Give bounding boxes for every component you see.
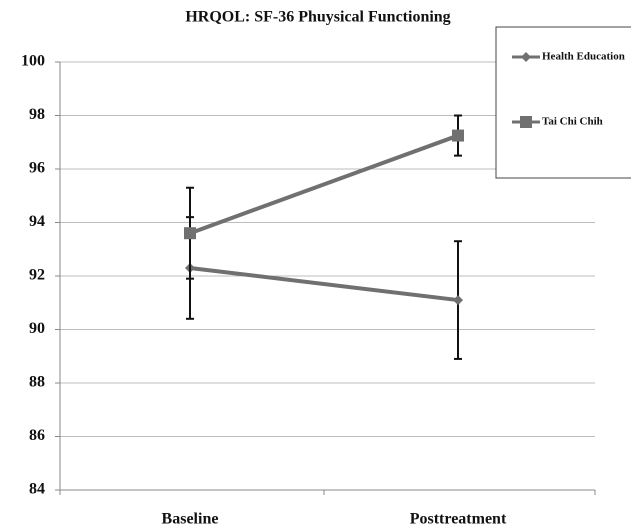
y-tick-label: 84 — [29, 481, 45, 498]
marker — [520, 116, 532, 128]
y-tick-label: 96 — [29, 160, 45, 177]
x-tick-label: Baseline — [162, 511, 219, 528]
y-tick-label: 86 — [29, 427, 45, 444]
marker — [521, 52, 531, 62]
series-line — [189, 133, 459, 236]
x-tick-label: Posttreatment — [410, 511, 507, 528]
legend-label: Health Education — [542, 51, 625, 63]
y-tick-label: 100 — [21, 53, 45, 70]
marker — [184, 227, 196, 240]
y-tick-label: 92 — [29, 267, 45, 284]
legend-label: Tai Chi Chih — [542, 116, 603, 128]
y-tick-label: 88 — [29, 374, 45, 391]
y-tick-label: 98 — [29, 106, 45, 123]
marker — [453, 295, 463, 306]
y-tick-label: 90 — [29, 320, 45, 337]
legend-box — [495, 26, 631, 179]
series-line — [189, 265, 459, 303]
y-tick-label: 94 — [29, 213, 45, 230]
chart-title: HRQOL: SF-36 Phuysical Functioning — [185, 9, 450, 26]
marker — [452, 129, 464, 142]
